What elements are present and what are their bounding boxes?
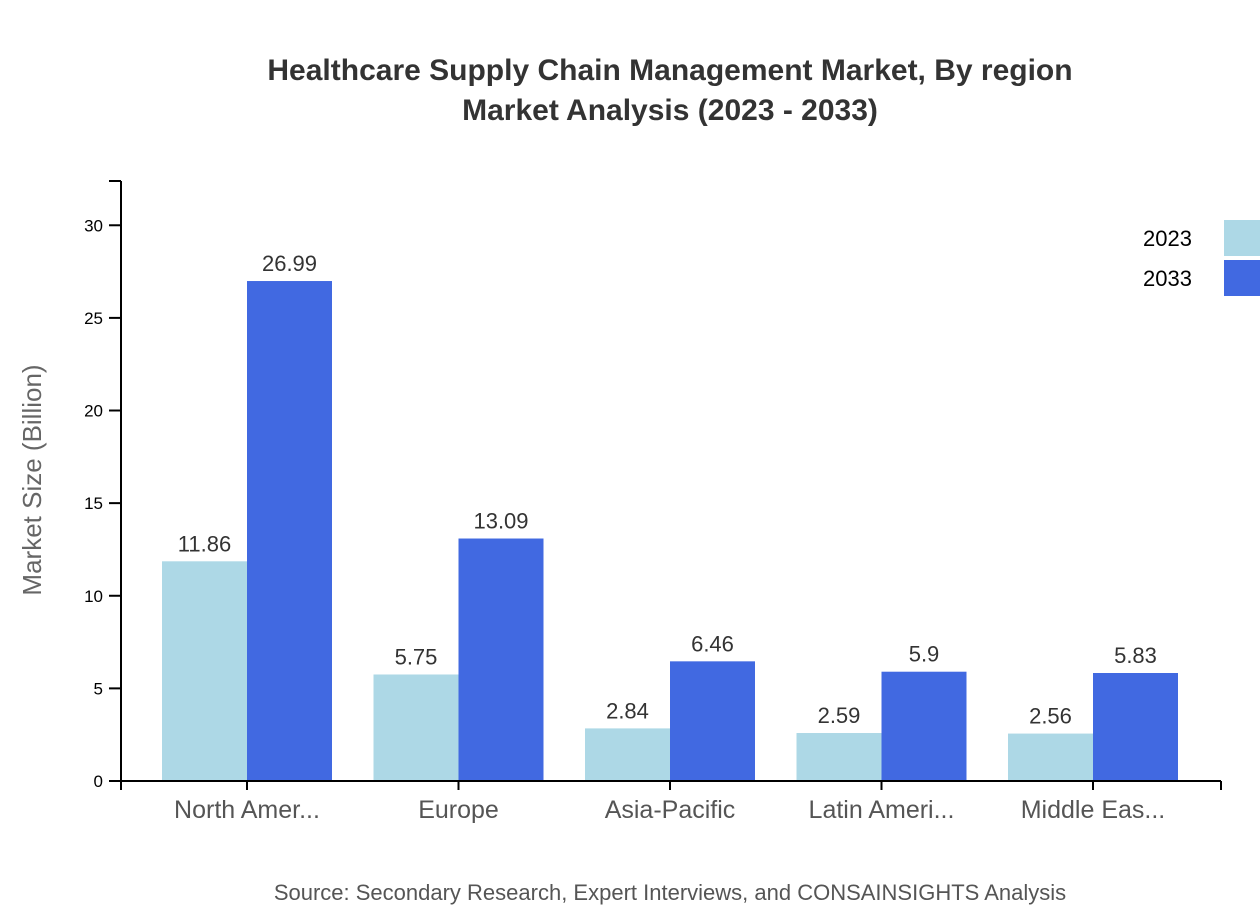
data-label: 2.56	[1029, 704, 1072, 729]
data-label: 2.84	[606, 698, 649, 723]
legend-swatch-2033	[1224, 260, 1260, 296]
data-label: 13.09	[473, 509, 528, 534]
bar-2023-0	[162, 561, 247, 781]
y-tick-label: 15	[84, 494, 103, 513]
x-tick-label: Europe	[418, 796, 499, 824]
y-tick-label: 30	[84, 216, 103, 235]
y-tick-label: 10	[84, 587, 103, 606]
x-tick-label: Asia-Pacific	[605, 796, 736, 824]
y-tick-label: 0	[94, 772, 103, 791]
bar-2023-2	[585, 728, 670, 781]
data-label: 6.46	[691, 631, 734, 656]
data-label: 5.75	[395, 644, 438, 669]
legend-label: 2033	[1143, 266, 1192, 291]
bar-2023-1	[373, 674, 459, 781]
data-label: 5.9	[909, 642, 940, 667]
data-label: 11.86	[178, 531, 231, 556]
x-tick-label: Middle Eas...	[1021, 796, 1166, 824]
y-tick-label: 20	[84, 402, 103, 421]
bar-2023-4	[1008, 733, 1093, 781]
y-axis-label: Market Size (Billion)	[17, 364, 47, 595]
data-label: 2.59	[818, 703, 861, 728]
legend-label: 2023	[1143, 226, 1192, 251]
chart-title: Healthcare Supply Chain Management Marke…	[267, 54, 1072, 87]
x-tick-label: North Amer...	[174, 796, 320, 824]
y-tick-label: 25	[84, 309, 103, 328]
data-label: 26.99	[262, 251, 317, 276]
source-note: Source: Secondary Research, Expert Inter…	[274, 880, 1066, 905]
bar-2033-0	[247, 281, 332, 781]
bar-2033-3	[881, 671, 967, 781]
bar-2033-1	[458, 538, 544, 781]
bar-2033-2	[670, 661, 755, 781]
chart-subtitle: Market Analysis (2023 - 2033)	[462, 94, 878, 127]
y-tick-label: 5	[94, 679, 103, 698]
bar-2023-3	[796, 733, 882, 781]
bar-2033-4	[1093, 673, 1178, 781]
bars: 11.86 26.99 5.75 13.09 2.84 6.46 2.59 5.9 2.56 5.…	[162, 251, 1178, 781]
legend: 2023 2033	[1143, 220, 1260, 296]
data-label: 5.83	[1114, 643, 1157, 668]
x-tick-label: Latin Ameri...	[809, 796, 955, 824]
axes: North Amer... Europe Asia-Pacific Latin Ame…	[84, 180, 1222, 824]
legend-swatch-2023	[1224, 220, 1260, 256]
